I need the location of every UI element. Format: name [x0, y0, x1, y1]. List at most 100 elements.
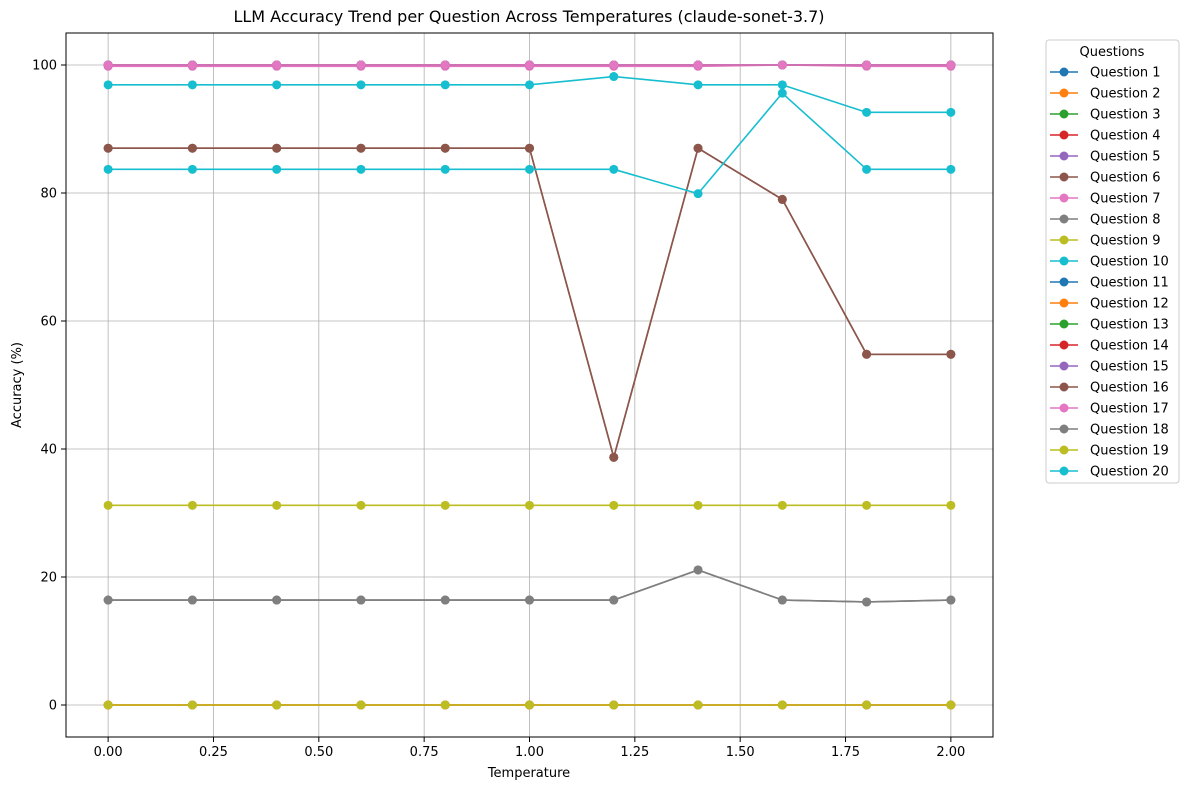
legend-label: Question 15	[1090, 360, 1169, 375]
legend-item: Question 19	[1050, 444, 1169, 459]
data-point	[187, 143, 197, 153]
data-point	[525, 700, 534, 710]
legend-label: Question 1	[1090, 66, 1161, 81]
data-point	[356, 595, 366, 605]
legend-label: Question 4	[1090, 129, 1161, 144]
data-point	[187, 700, 197, 710]
data-point	[103, 164, 113, 174]
data-point	[946, 164, 956, 174]
data-point	[103, 700, 113, 710]
series-question-16	[103, 143, 956, 462]
legend-item: Question 9	[1050, 234, 1161, 249]
data-point	[356, 60, 366, 70]
data-point	[356, 143, 366, 153]
legend-marker	[1059, 361, 1069, 371]
x-tick-label: 1.00	[515, 745, 544, 760]
data-point	[777, 194, 787, 204]
x-tick-label: 0.00	[94, 745, 123, 760]
data-point	[777, 88, 787, 98]
data-point	[272, 500, 282, 510]
y-axis-label: Accuracy (%)	[10, 342, 25, 428]
legend-item: Question 11	[1050, 276, 1169, 291]
legend-label: Question 2	[1090, 87, 1161, 102]
data-point	[356, 80, 366, 90]
y-tick-label: 80	[40, 187, 57, 202]
legend-item: Question 20	[1050, 465, 1169, 480]
series-question-17	[103, 60, 956, 70]
legend-item: Question 18	[1050, 423, 1169, 438]
x-axis-label: Temperature	[487, 766, 570, 781]
legend-label: Question 20	[1090, 465, 1169, 480]
data-point	[272, 143, 282, 153]
data-point	[272, 80, 282, 90]
legend-item: Question 8	[1050, 213, 1161, 228]
legend-marker	[1059, 382, 1069, 392]
x-tick-label: 1.75	[831, 745, 860, 760]
data-point	[440, 80, 450, 90]
y-tick-label: 20	[40, 571, 57, 586]
legend-label: Question 13	[1090, 318, 1169, 333]
x-tick-label: 0.50	[304, 745, 333, 760]
legend-marker	[1059, 235, 1069, 245]
legend-marker	[1059, 319, 1069, 329]
legend-marker	[1059, 172, 1069, 182]
data-point	[609, 452, 619, 462]
data-point	[272, 60, 282, 70]
y-axis-ticks: 0 20 40 60 80 100	[32, 59, 66, 714]
legend-marker	[1059, 466, 1069, 476]
data-point	[103, 60, 113, 70]
legend-item: Question 1	[1050, 66, 1161, 81]
data-point	[777, 595, 787, 605]
legend-marker	[1059, 445, 1069, 455]
data-point	[103, 143, 113, 153]
legend-item: Question 3	[1050, 108, 1161, 123]
legend-item: Question 6	[1050, 171, 1161, 186]
legend-label: Question 19	[1090, 444, 1169, 459]
data-point	[103, 595, 113, 605]
data-point	[356, 164, 366, 174]
series-question-10	[103, 72, 956, 117]
legend-label: Question 16	[1090, 381, 1169, 396]
data-point	[777, 80, 787, 90]
legend-marker	[1059, 403, 1069, 413]
data-point	[862, 349, 872, 359]
legend-label: Question 10	[1090, 255, 1169, 270]
legend-item: Question 13	[1050, 318, 1169, 333]
legend-marker	[1059, 193, 1069, 203]
data-point	[187, 80, 197, 90]
data-point	[777, 500, 787, 510]
legend-label: Question 18	[1090, 423, 1169, 438]
legend-item: Question 14	[1050, 339, 1169, 354]
x-axis-ticks: 0.00 0.25 0.50 0.75 1.00 1.25 1.50 1.75 2.00	[94, 737, 965, 760]
data-point	[777, 60, 787, 70]
data-point	[946, 500, 956, 510]
legend-label: Question 12	[1090, 297, 1169, 312]
legend-item: Question 16	[1050, 381, 1169, 396]
data-point	[946, 60, 956, 70]
data-point	[187, 164, 197, 174]
data-point	[693, 565, 703, 575]
legend-box	[1045, 39, 1180, 484]
series-question-19	[103, 700, 956, 710]
legend-label: Question 9	[1090, 234, 1161, 249]
data-point	[862, 107, 872, 117]
data-point	[862, 700, 872, 710]
series-question-20	[103, 88, 956, 199]
legend-marker	[1059, 214, 1069, 224]
data-point	[356, 500, 366, 510]
data-point	[103, 500, 113, 510]
legend-title: Questions	[1080, 45, 1145, 60]
data-point	[609, 72, 619, 82]
legend-label: Question 6	[1090, 171, 1161, 186]
data-point	[609, 700, 619, 710]
y-tick-label: 40	[40, 443, 57, 458]
data-point	[440, 700, 450, 710]
legend-item: Question 4	[1050, 129, 1161, 144]
legend-marker	[1059, 109, 1069, 119]
data-point	[777, 700, 787, 710]
x-tick-label: 1.25	[620, 745, 649, 760]
legend-marker	[1059, 298, 1069, 308]
data-point	[693, 143, 703, 153]
data-point	[609, 60, 619, 70]
